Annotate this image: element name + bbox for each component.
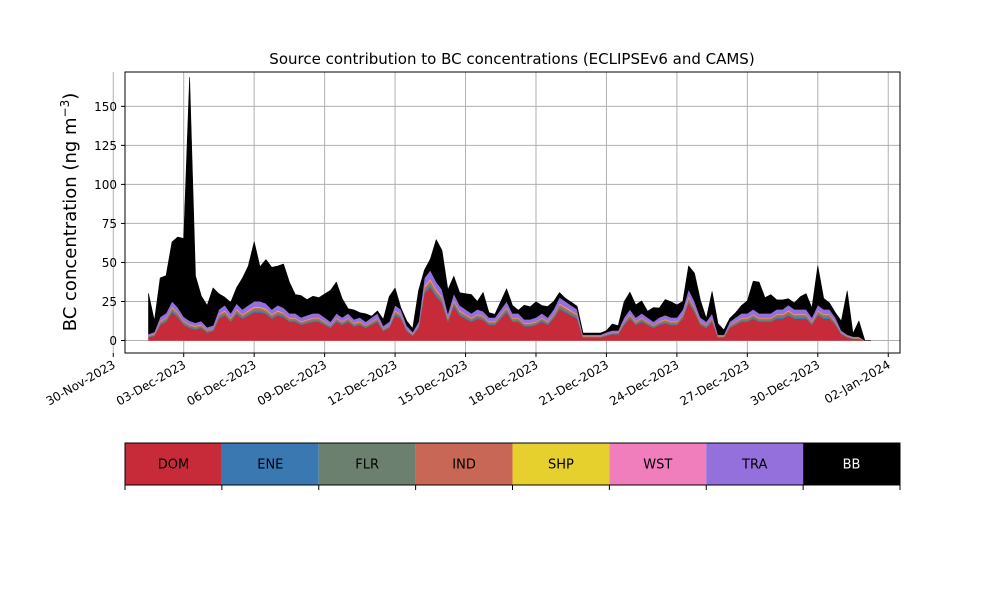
- stacked-areas: [148, 77, 871, 341]
- legend-swatch-tra: [706, 443, 804, 485]
- legend-swatch-ind: [415, 443, 513, 485]
- legend-label-ind: IND: [452, 458, 476, 473]
- y-axis-label-close: ): [60, 93, 81, 100]
- y-axis-label: BC concentration (ng m−3): [58, 93, 81, 332]
- y-tick-label: 125: [94, 139, 117, 153]
- y-axis-label-text: BC concentration (ng m: [60, 117, 81, 331]
- area-series-bb: [148, 77, 871, 341]
- legend-label-dom: DOM: [158, 458, 189, 473]
- legend-swatch-ene: [221, 443, 319, 485]
- legend-label-ene: ENE: [257, 458, 283, 473]
- legend-label-shp: SHP: [548, 458, 574, 473]
- y-tick-label: 75: [102, 217, 117, 231]
- y-tick-label: 25: [102, 295, 117, 309]
- chart-title: Source contribution to BC concentrations…: [269, 50, 754, 68]
- y-axis-ticks: 0 25 50 75 100 125 150: [94, 100, 125, 348]
- legend-label-flr: FLR: [355, 458, 379, 473]
- legend-swatch-wst: [609, 443, 707, 485]
- legend-label-bb: BB: [843, 458, 861, 473]
- legend-swatch-dom: [125, 443, 222, 485]
- legend-label-wst: WST: [643, 458, 672, 473]
- legend-swatch-bb: [803, 443, 900, 485]
- legend-colorbar: DOM ENE FLR IND SHP WST TRA BB: [124, 442, 901, 490]
- y-tick-label: 50: [102, 256, 117, 270]
- y-tick-label: 100: [94, 178, 117, 192]
- legend-label-tra: TRA: [741, 458, 767, 473]
- plot-frame: [124, 71, 901, 354]
- legend-swatch-flr: [318, 443, 416, 485]
- y-tick-label: 150: [94, 100, 117, 114]
- y-axis-label-superscript: −3: [58, 100, 72, 118]
- y-tick-label: 0: [109, 334, 117, 348]
- legend-swatch-shp: [512, 443, 610, 485]
